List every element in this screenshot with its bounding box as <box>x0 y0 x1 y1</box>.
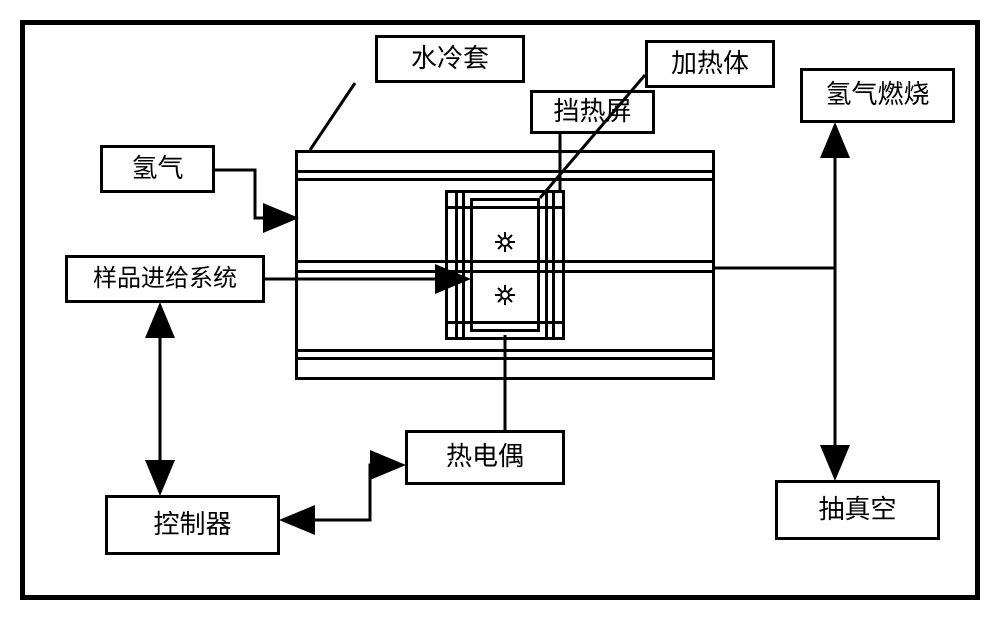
label-water-jacket: 水冷套 <box>375 35 525 83</box>
label-heat-shield: 挡热屏 <box>530 90 655 134</box>
furnace-assembly <box>295 150 715 380</box>
label-sample-feed: 样品进给系统 <box>65 255 265 303</box>
heater-rect <box>470 198 540 332</box>
label-h2-combustion: 氢气燃烧 <box>800 68 955 123</box>
jacket-top-2 <box>298 178 712 181</box>
label-hydrogen: 氢气 <box>100 145 215 193</box>
jacket-bot-1 <box>298 349 712 352</box>
label-heater: 加热体 <box>645 40 775 88</box>
heater-cap-bot <box>448 321 562 324</box>
shield-v3 <box>545 193 548 337</box>
jacket-top-1 <box>298 170 712 173</box>
shield-v2 <box>462 193 465 337</box>
shield-v4 <box>552 193 555 337</box>
gear-icon-top <box>495 232 515 252</box>
label-vacuum: 抽真空 <box>775 480 940 540</box>
heater-cap-top <box>448 206 562 209</box>
label-controller: 控制器 <box>105 495 280 555</box>
shield-v1 <box>455 193 458 337</box>
label-thermocouple: 热电偶 <box>405 430 565 485</box>
diagram-canvas: 水冷套 加热体 挡热屏 氢气燃烧 氢气 样品进给系统 热电偶 控制器 抽真空 <box>0 0 1000 620</box>
gear-icon-bottom <box>495 285 515 305</box>
jacket-bot-2 <box>298 357 712 360</box>
